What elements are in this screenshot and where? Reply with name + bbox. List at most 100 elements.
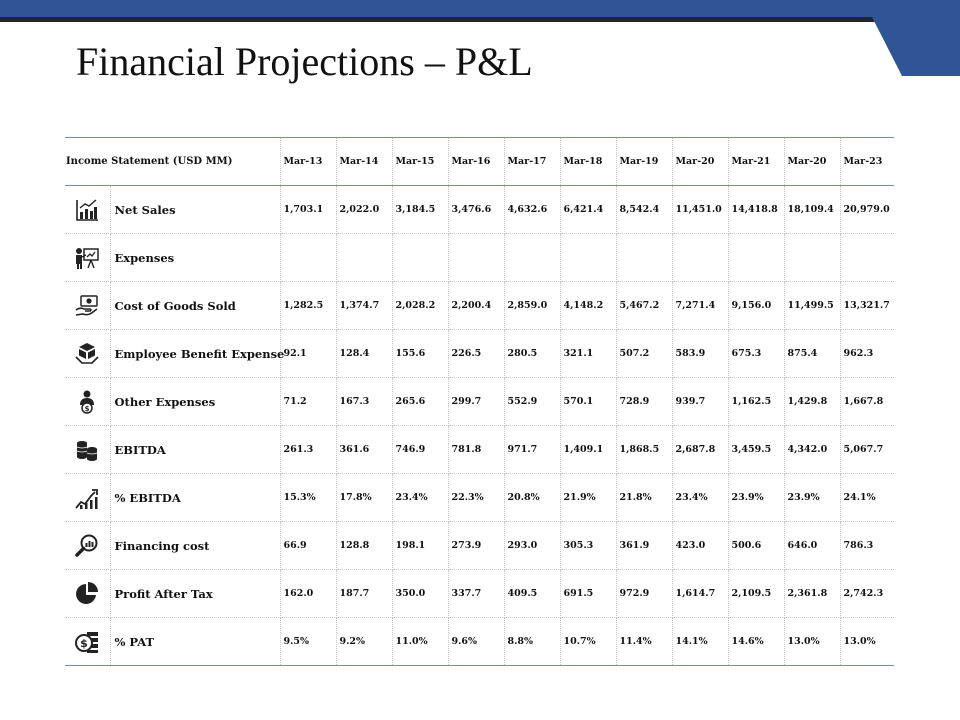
value-cell: 746.9: [392, 425, 449, 474]
value-cell: 1,868.5: [616, 425, 673, 474]
row-label: EBITDA: [110, 425, 281, 474]
value-cell: 280.5: [504, 329, 561, 378]
row-icon-cell: [65, 473, 111, 522]
row-label: Employee Benefit Expense: [110, 329, 284, 378]
column-header: Mar-15: [392, 137, 449, 186]
value-cell: 299.7: [448, 377, 505, 426]
cash-hand-icon: [74, 294, 100, 316]
value-cell: 1,162.5: [728, 377, 785, 426]
table-header-row: Income Statement (USD MM) Mar-13 Mar-14 Ma…: [65, 137, 895, 186]
value-cell: 226.5: [448, 329, 505, 378]
value-cell: 1,614.7: [672, 569, 729, 618]
row-icon-cell: [65, 425, 111, 474]
column-header: Mar-23: [840, 137, 895, 186]
row-icon-cell: [65, 281, 111, 330]
table-row: Net Sales 1,703.1 2,022.0 3,184.5 3,476.6 4,6…: [65, 185, 895, 234]
value-cell: 23.9%: [784, 473, 841, 522]
row-icon-cell: [65, 569, 111, 618]
row-label: % EBITDA: [110, 473, 281, 522]
value-cell: 21.9%: [560, 473, 617, 522]
page-title: Financial Projections – P&L: [76, 39, 533, 84]
value-cell: 261.3: [280, 425, 337, 474]
value-cell: 1,703.1: [280, 185, 337, 234]
value-cell: 875.4: [784, 329, 841, 378]
row-label: Other Expenses: [110, 377, 281, 426]
row-label: Profit After Tax: [110, 569, 281, 618]
value-cell: 4,632.6: [504, 185, 561, 234]
value-cell: [560, 233, 617, 282]
value-cell: 507.2: [616, 329, 673, 378]
value-cell: 9.6%: [448, 617, 505, 666]
header-label: Income Statement (USD MM): [65, 137, 281, 186]
value-cell: 781.8: [448, 425, 505, 474]
value-cell: 162.0: [280, 569, 337, 618]
value-cell: 675.3: [728, 329, 785, 378]
value-cell: 14.6%: [728, 617, 785, 666]
value-cell: 187.7: [336, 569, 393, 618]
value-cell: 4,148.2: [560, 281, 617, 330]
presenter-icon: [74, 247, 100, 269]
value-cell: 6,421.4: [560, 185, 617, 234]
value-cell: 361.9: [616, 521, 673, 570]
value-cell: 3,476.6: [448, 185, 505, 234]
table-row: Employee Benefit Expense 92.1 128.4 155.6 22…: [65, 329, 895, 378]
value-cell: [280, 233, 337, 282]
column-header: Mar-18: [560, 137, 617, 186]
value-cell: 265.6: [392, 377, 449, 426]
growth-chart-icon: [74, 488, 100, 509]
value-cell: 167.3: [336, 377, 393, 426]
value-cell: 971.7: [504, 425, 561, 474]
row-label: % PAT: [110, 617, 281, 666]
row-icon-cell: $: [65, 617, 111, 666]
value-cell: 23.4%: [392, 473, 449, 522]
value-cell: 939.7: [672, 377, 729, 426]
value-cell: [784, 233, 841, 282]
value-cell: [504, 233, 561, 282]
value-cell: 552.9: [504, 377, 561, 426]
column-header: Mar-21: [728, 137, 785, 186]
row-icon-cell: [65, 329, 111, 378]
pie-chart-icon: [74, 581, 100, 604]
value-cell: 337.7: [448, 569, 505, 618]
value-cell: 646.0: [784, 521, 841, 570]
row-icon-cell: [65, 521, 111, 570]
value-cell: 1,282.5: [280, 281, 337, 330]
value-cell: 14,418.8: [728, 185, 785, 234]
value-cell: 293.0: [504, 521, 561, 570]
value-cell: 15.3%: [280, 473, 337, 522]
table-row: Financing cost 66.9 128.8 198.1 273.9 293.0 30…: [65, 521, 895, 570]
value-cell: 17.8%: [336, 473, 393, 522]
value-cell: 14.1%: [672, 617, 729, 666]
value-cell: 71.2: [280, 377, 337, 426]
table-row: Profit After Tax 162.0 187.7 350.0 337.7 409.…: [65, 569, 895, 618]
coin-stack-icon: [74, 440, 100, 461]
row-icon-cell: $: [65, 377, 111, 426]
row-label: Cost of Goods Sold: [110, 281, 281, 330]
svg-text:$: $: [85, 405, 90, 413]
value-cell: 2,028.2: [392, 281, 449, 330]
table-row: $ Other Expenses 71.2 167.3 265.6 299.7 552.9 5…: [65, 377, 895, 426]
value-cell: 155.6: [392, 329, 449, 378]
column-header: Mar-20: [784, 137, 841, 186]
top-accent-bar: [0, 0, 960, 17]
value-cell: [840, 233, 895, 282]
value-cell: 2,361.8: [784, 569, 841, 618]
value-cell: 10.7%: [560, 617, 617, 666]
value-cell: 409.5: [504, 569, 561, 618]
table-row: Expenses: [65, 233, 895, 282]
value-cell: 583.9: [672, 329, 729, 378]
value-cell: [616, 233, 673, 282]
value-cell: 23.9%: [728, 473, 785, 522]
value-cell: 92.1: [280, 329, 337, 378]
row-label: Financing cost: [110, 521, 281, 570]
column-header: Mar-17: [504, 137, 561, 186]
value-cell: 786.3: [840, 521, 895, 570]
value-cell: 570.1: [560, 377, 617, 426]
value-cell: 2,859.0: [504, 281, 561, 330]
value-cell: [448, 233, 505, 282]
value-cell: 4,342.0: [784, 425, 841, 474]
dollar-coin-icon: $: [74, 631, 100, 653]
row-label: Expenses: [110, 233, 281, 282]
table-body: Net Sales 1,703.1 2,022.0 3,184.5 3,476.6 4,6…: [65, 185, 895, 666]
value-cell: 2,687.8: [672, 425, 729, 474]
